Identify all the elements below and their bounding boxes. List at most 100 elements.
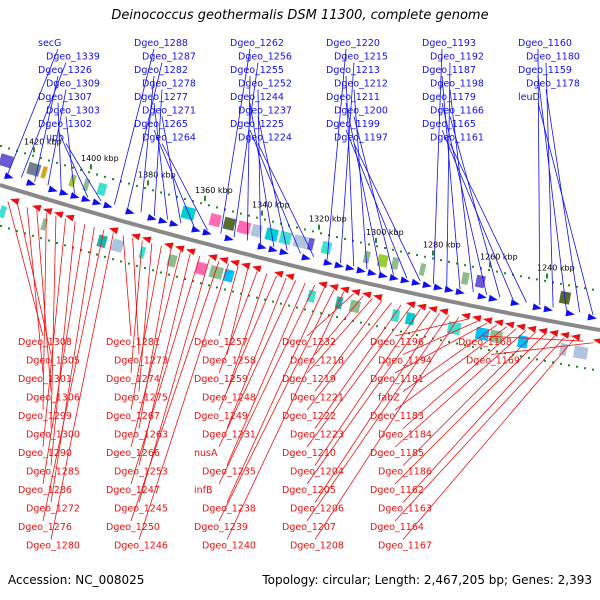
forward-gene-arrow xyxy=(323,258,333,266)
leader-line xyxy=(394,330,527,448)
reverse-gene-arrow xyxy=(65,214,75,222)
gene-label: Dgeo_1263 xyxy=(114,430,168,441)
scale-dot xyxy=(24,152,26,155)
accession-text: Accession: NC_008025 xyxy=(8,573,145,587)
reverse-feature-block xyxy=(390,308,401,323)
reverse-feature-block xyxy=(474,326,490,342)
scale-dot xyxy=(120,180,122,183)
leader-line xyxy=(353,89,368,270)
gene-label: Dgeo_1200 xyxy=(334,106,388,117)
scale-dot xyxy=(112,258,114,261)
gene-label: Dgeo_1288 xyxy=(134,38,188,49)
scale-dot xyxy=(96,173,98,176)
leader-line xyxy=(326,48,347,261)
gene-label: Dgeo_1219 xyxy=(282,374,336,385)
leader-line xyxy=(353,143,421,282)
leader-line xyxy=(153,89,163,216)
scale-dot xyxy=(288,304,290,307)
reverse-feature-block xyxy=(572,345,589,360)
scale-dot xyxy=(480,267,482,270)
scale-dot xyxy=(304,308,306,311)
scale-dot xyxy=(576,285,578,288)
reverse-gene-arrow xyxy=(527,325,537,333)
forward-feature-block xyxy=(82,178,91,192)
gene-label: Dgeo_1166 xyxy=(430,106,484,117)
scale-dot xyxy=(120,260,122,263)
scale-dot xyxy=(584,367,586,370)
scale-dot xyxy=(136,184,138,187)
reverse-gene-arrow xyxy=(417,303,427,311)
scale-dot xyxy=(552,361,554,364)
scale-dot xyxy=(408,332,410,335)
reverse-gene-arrow xyxy=(340,286,350,294)
scale-dot xyxy=(248,214,250,217)
gene-label: Dgeo_1262 xyxy=(230,38,284,49)
gene-label: Dgeo_1271 xyxy=(142,106,196,117)
gene-label: Dgeo_1218 xyxy=(290,356,344,367)
reverse-gene-arrow xyxy=(54,211,64,219)
reverse-gene-arrow xyxy=(230,259,240,267)
scale-dot xyxy=(432,257,434,260)
scale-dot xyxy=(8,147,10,150)
gene-label: Dgeo_1272 xyxy=(26,504,80,515)
figure-title: Deinococcus geothermalis DSM 11300, comp… xyxy=(111,8,489,23)
reverse-gene-arrow xyxy=(32,204,42,212)
leader-line xyxy=(65,143,102,202)
forward-gene-arrow xyxy=(279,248,289,256)
gene-label: Dgeo_1208 xyxy=(290,541,344,552)
leader-line xyxy=(394,322,488,374)
scale-dot xyxy=(376,325,378,328)
leader-line xyxy=(537,48,541,306)
label-leader-lines xyxy=(7,48,594,540)
gene-label: Dgeo_1253 xyxy=(114,467,168,478)
gene-label: Dgeo_1204 xyxy=(290,467,344,478)
gene-label: Dgeo_1273 xyxy=(114,356,168,367)
gene-label: Dgeo_1198 xyxy=(430,79,484,90)
leader-line xyxy=(130,250,182,448)
leader-line xyxy=(394,326,507,411)
leader-line xyxy=(345,129,408,279)
leader-line xyxy=(47,89,67,186)
leader-line xyxy=(218,266,239,337)
scale-dot xyxy=(56,161,58,164)
scale-tick-label: 1340 kbp xyxy=(252,201,290,210)
gene-label: Dgeo_1165 xyxy=(422,119,476,130)
forward-gene-arrow xyxy=(301,253,311,261)
scale-dot xyxy=(8,227,10,230)
leader-line xyxy=(306,302,392,411)
scale-dot xyxy=(360,241,362,244)
scale-dot xyxy=(192,280,194,283)
forward-gene-arrow xyxy=(532,303,542,311)
scale-dot xyxy=(392,248,394,251)
scale-dot xyxy=(184,197,186,200)
scale-dot xyxy=(16,229,18,232)
scale-dot xyxy=(304,228,306,231)
scale-dot xyxy=(112,178,114,181)
scale-dot xyxy=(144,267,146,270)
gene-label: Dgeo_1258 xyxy=(202,356,256,367)
reverse-gene-arrow xyxy=(318,281,328,289)
leader-line xyxy=(57,129,89,198)
gene-label: Dgeo_1210 xyxy=(282,448,336,459)
forward-gene-arrow xyxy=(444,285,454,293)
gene-label: Dgeo_1247 xyxy=(106,485,160,496)
scale-dot xyxy=(520,355,522,358)
forward-gene-arrow xyxy=(565,309,575,317)
forward-gene-arrow xyxy=(378,271,388,279)
scale-tick-label: 1400 kbp xyxy=(81,154,119,163)
gene-label: Dgeo_1300 xyxy=(26,430,80,441)
leader-line xyxy=(226,291,345,540)
scale-dot xyxy=(72,246,74,249)
leader-line xyxy=(545,89,581,313)
gene-label: Dgeo_1246 xyxy=(114,541,168,552)
leader-line xyxy=(446,62,451,287)
gene-label: Dgeo_1196 xyxy=(370,337,424,348)
gene-label: Dgeo_1180 xyxy=(526,52,580,63)
reverse-gene-arrow xyxy=(516,323,526,331)
gene-label: Dgeo_1212 xyxy=(334,79,388,90)
gene-label: Dgeo_1274 xyxy=(106,374,160,385)
leader-line xyxy=(50,227,95,503)
reverse-gene-arrow xyxy=(252,265,262,273)
gene-label: Dgeo_1326 xyxy=(38,65,92,76)
reverse-feature-block xyxy=(194,261,208,276)
